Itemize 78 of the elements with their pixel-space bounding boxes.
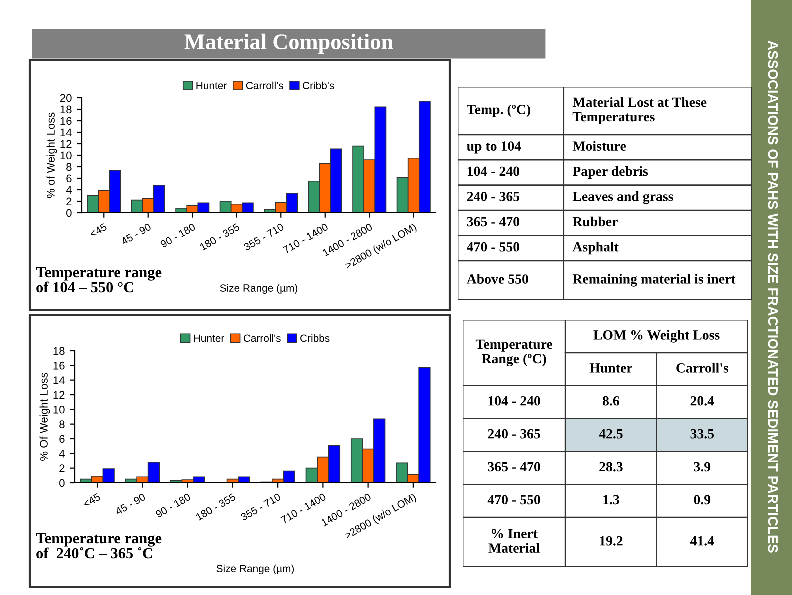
x-tick-label: 180 - 355: [196, 493, 236, 521]
text: Paper debris: [572, 166, 648, 179]
text: 20.4: [690, 396, 714, 406]
y-tick-label: 18: [54, 347, 65, 356]
category-label: 470 - 550: [467, 242, 520, 252]
chart-title: Material Composition: [184, 34, 394, 54]
category-label: 365 - 470: [488, 462, 540, 472]
text: Temperature range of 104 – 550 °C: [36, 267, 162, 293]
y-tick-label: 6: [66, 174, 72, 183]
x-axis-title: Size Range (µm): [220, 284, 298, 294]
text: Asphalt: [572, 242, 619, 255]
y-tick-label: 12: [54, 391, 65, 400]
text: 41.4: [690, 536, 714, 546]
category-label: 470 - 550: [488, 495, 540, 505]
category-label: 365 - 470: [467, 217, 520, 227]
y-tick-label: 14: [54, 376, 65, 384]
legend-label: Hunter: [194, 334, 224, 342]
legend-label: Carroll's: [246, 82, 284, 90]
y-tick-label: 4: [59, 450, 65, 458]
y-tick-label: 0: [60, 479, 65, 488]
category-label: Hunter: [590, 364, 633, 373]
text: 33.5: [690, 429, 714, 439]
category-label: up to 104: [467, 142, 522, 154]
x-tick-label: 355 - 710: [240, 493, 282, 522]
category-label: 104 - 240: [488, 396, 540, 406]
category-label: 240 - 365: [467, 192, 520, 202]
text: Leaves and grass: [572, 192, 674, 204]
x-tick-label: 90 - 180: [155, 493, 192, 518]
legend-label: Cribbs: [300, 334, 330, 342]
x-tick-label: <45: [82, 493, 102, 508]
category-label: % Inert Material: [488, 529, 540, 554]
category-label: Carroll's: [676, 363, 729, 373]
x-tick-label: <45: [89, 223, 108, 238]
category-label: 240 - 365: [488, 429, 540, 439]
category-label: 104 - 240: [468, 166, 520, 176]
x-tick-label: 355 - 710: [243, 223, 285, 252]
text: LOM % Weight Loss: [594, 330, 720, 343]
y-axis-title: % of Weight Loss: [46, 112, 58, 198]
text: Moisture: [572, 141, 626, 152]
y-tick-label: 14: [60, 128, 72, 137]
x-tick-label: 180 - 355: [200, 223, 240, 251]
y-axis-title: % Of Weight Loss: [40, 373, 50, 461]
x-tick-label: 90 - 180: [160, 223, 196, 248]
text: 42.5: [599, 429, 623, 439]
y-tick-label: 12: [60, 140, 72, 148]
text: 1.3: [604, 495, 620, 505]
text: 0.9: [694, 495, 711, 505]
legend-label: Cribb's: [303, 82, 334, 90]
legend-label: Hunter: [196, 82, 227, 90]
category-label: Temp. (ºC): [467, 104, 530, 118]
y-tick-label: 8: [60, 420, 65, 428]
y-tick-label: 18: [60, 106, 72, 114]
y-tick-label: 16: [54, 362, 65, 370]
text: ASSOCIATIONS OF PAHS WITH SIZE FRACTIONATED SEDIMENT PARTICLES: [768, 40, 778, 553]
y-tick-label: 2: [60, 464, 65, 472]
text: 19.2: [600, 536, 623, 546]
y-tick-label: 2: [66, 198, 72, 206]
text: 8.6: [602, 396, 620, 406]
y-tick-label: 8: [66, 163, 72, 172]
text: Temperature range of 240˚C – 365 ˚C: [36, 533, 162, 559]
y-tick-label: 16: [60, 117, 72, 126]
y-tick-label: 4: [66, 186, 72, 194]
category-label: Temperature Range (ºC): [476, 340, 553, 367]
y-tick-label: 20: [60, 94, 72, 102]
legend-label: Carroll's: [244, 334, 281, 342]
text: Remaining material is inert: [572, 274, 736, 287]
y-tick-label: 10: [60, 152, 72, 160]
category-label: Material Lost at These Temperatures: [572, 97, 707, 125]
x-tick-label: 45 - 90: [120, 223, 152, 246]
category-label: Above 550: [466, 274, 528, 284]
text: Rubber: [572, 216, 618, 227]
x-tick-label: 45 - 90: [114, 493, 146, 516]
y-tick-label: 10: [54, 406, 65, 414]
y-tick-label: 0: [66, 209, 72, 218]
y-tick-label: 6: [60, 435, 65, 444]
text: 28.3: [600, 462, 623, 472]
x-axis-title: Size Range (µm): [216, 564, 294, 575]
text: 3.9: [694, 462, 711, 472]
